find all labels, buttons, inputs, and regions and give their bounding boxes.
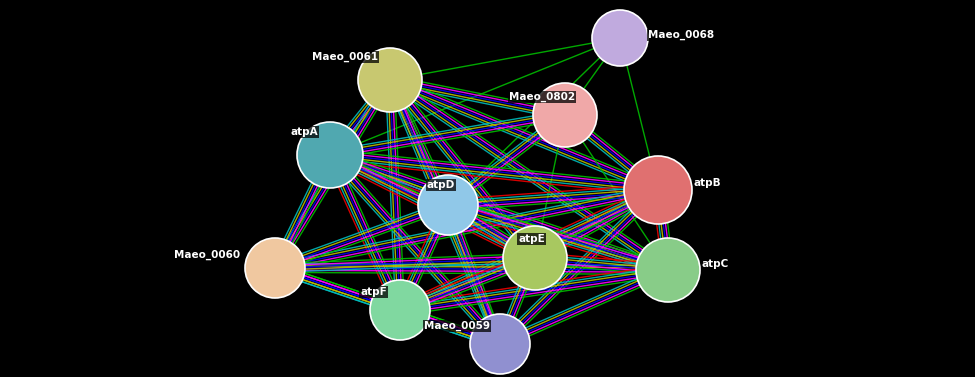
Text: Maeo_0059: Maeo_0059	[424, 321, 490, 331]
Circle shape	[503, 226, 567, 290]
Circle shape	[418, 175, 478, 235]
Circle shape	[358, 48, 422, 112]
Text: atpB: atpB	[694, 178, 722, 188]
Text: Maeo_0060: Maeo_0060	[174, 250, 240, 260]
Text: Maeo_0802: Maeo_0802	[509, 92, 575, 102]
Text: atpA: atpA	[291, 127, 318, 137]
Text: atpD: atpD	[427, 180, 455, 190]
Text: Maeo_0061: Maeo_0061	[312, 52, 378, 62]
Circle shape	[624, 156, 692, 224]
Text: atpC: atpC	[702, 259, 729, 269]
Text: atpF: atpF	[360, 287, 387, 297]
Text: atpE: atpE	[519, 234, 545, 244]
Circle shape	[592, 10, 648, 66]
Circle shape	[370, 280, 430, 340]
Circle shape	[636, 238, 700, 302]
Circle shape	[297, 122, 363, 188]
Circle shape	[245, 238, 305, 298]
Circle shape	[470, 314, 530, 374]
Circle shape	[533, 83, 597, 147]
Text: Maeo_0068: Maeo_0068	[648, 30, 714, 40]
